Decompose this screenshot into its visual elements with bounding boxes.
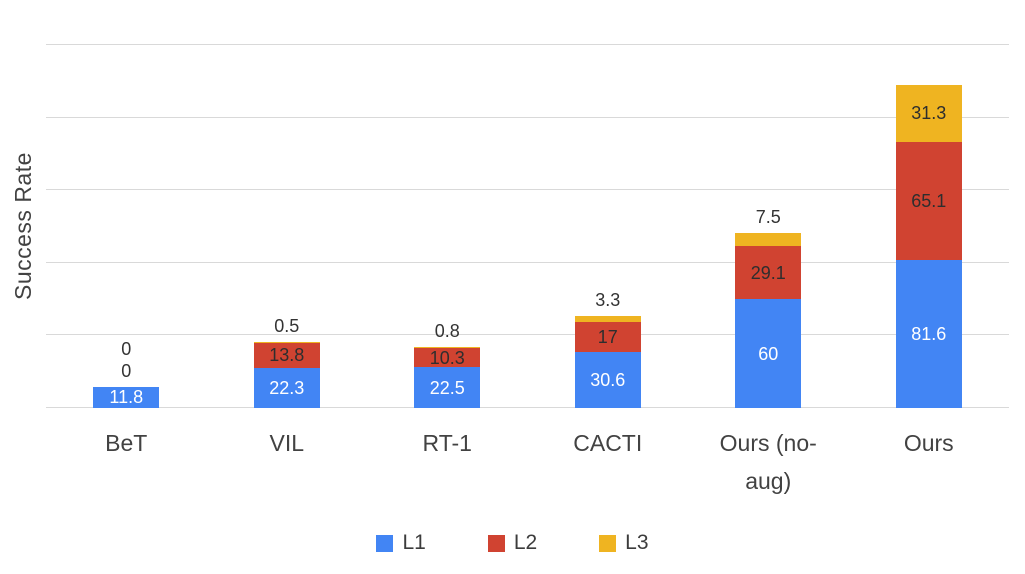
- bar-segment-l1: [735, 299, 802, 408]
- value-label-l2: 29.1: [750, 262, 786, 283]
- bar-segment-l1: [414, 367, 481, 408]
- bar-segment-l3: [574, 315, 641, 322]
- legend-swatch-icon: [487, 534, 505, 552]
- value-label-l1: 81.6: [911, 323, 947, 344]
- category-label: CACTI: [528, 424, 689, 500]
- bar-column: 30.6 17 3.3: [528, 45, 689, 408]
- bar-segment-l3: [735, 232, 802, 247]
- legend-swatch-icon: [376, 534, 394, 552]
- gridline: [46, 116, 1009, 118]
- value-label-l3: 0: [121, 338, 132, 359]
- value-label-l1: 22.3: [269, 377, 305, 398]
- gridline: [46, 407, 1009, 408]
- gridline: [46, 261, 1009, 263]
- bar-segment-l2: [895, 141, 962, 260]
- bar-segment-l3: [414, 347, 481, 349]
- gridline: [46, 334, 1009, 336]
- legend: L1 L2 L3: [0, 531, 1025, 555]
- category-label: RT-1: [367, 424, 528, 500]
- bar-column: 22.5 10.3 0.8: [367, 45, 528, 408]
- value-label-l2: 10.3: [429, 347, 465, 368]
- category-label-text: CACTI: [573, 430, 643, 456]
- value-label-l3: 7.5: [755, 206, 781, 227]
- gridline: [46, 189, 1009, 191]
- value-label-l2: 0: [121, 360, 132, 381]
- legend-item-l3: L3: [599, 531, 649, 555]
- bar-segment-l1: [895, 259, 962, 408]
- value-label-l1: 22.5: [429, 377, 465, 398]
- bar-segment-l3: [253, 341, 320, 343]
- category-label-text: Ours (no-aug): [719, 430, 817, 494]
- bar-column: 81.6 65.1 31.3: [849, 45, 1010, 408]
- value-label-l3: 0.8: [434, 321, 460, 342]
- category-label-text: Ours: [903, 430, 954, 456]
- gridline: [46, 44, 1009, 45]
- bar-segment-l1: [574, 352, 641, 408]
- bar-column: 22.3 13.8 0.5: [207, 45, 368, 408]
- category-label: BeT: [46, 424, 207, 500]
- value-label-l1: 11.8: [109, 387, 144, 408]
- value-label-l3: 3.3: [595, 289, 621, 310]
- legend-item-l2: L2: [487, 531, 538, 555]
- bar-segment-l2: [253, 342, 320, 368]
- category-label: Ours: [849, 424, 1010, 500]
- value-label-l1: 60: [758, 343, 779, 364]
- value-label-l1: 30.6: [590, 370, 626, 391]
- legend-swatch-icon: [599, 534, 617, 552]
- value-label-l3: 0.5: [274, 315, 300, 336]
- y-axis-title: Success Rate: [10, 152, 36, 301]
- bar-segment-l3: [895, 84, 962, 142]
- bar-segment-l2: [574, 321, 641, 353]
- value-label-l2: 17: [597, 327, 618, 348]
- bar-segment-l1: [253, 367, 320, 408]
- bar-segment-l2: [735, 246, 802, 300]
- legend-label: L3: [625, 531, 649, 554]
- category-label-text: RT-1: [422, 430, 472, 456]
- x-axis-labels: BeT VIL RT-1 CACTI Ours (no-aug) Ours: [46, 424, 1009, 500]
- bar-segment-l1: [93, 386, 160, 408]
- category-label: Ours (no-aug): [688, 424, 849, 500]
- value-label-l3: 31.3: [911, 103, 947, 124]
- legend-label: L1: [402, 531, 426, 554]
- value-label-l2: 13.8: [269, 345, 305, 366]
- category-label-text: VIL: [269, 430, 305, 456]
- category-label-text: BeT: [105, 430, 148, 456]
- plot-area: 11.8 0 0 22.3 13.8 0.5 22.5 10.3 0.8 30.6 17 3.3 60 2…: [46, 44, 1010, 408]
- bar-column: 11.8 0 0: [46, 45, 207, 408]
- bar-column: 60 29.1 7.5: [688, 45, 849, 408]
- bar-segment-l2: [414, 348, 481, 368]
- value-label-l2: 65.1: [911, 190, 947, 211]
- category-label: VIL: [207, 424, 368, 500]
- legend-item-l1: L1: [376, 531, 426, 555]
- legend-label: L2: [513, 531, 538, 554]
